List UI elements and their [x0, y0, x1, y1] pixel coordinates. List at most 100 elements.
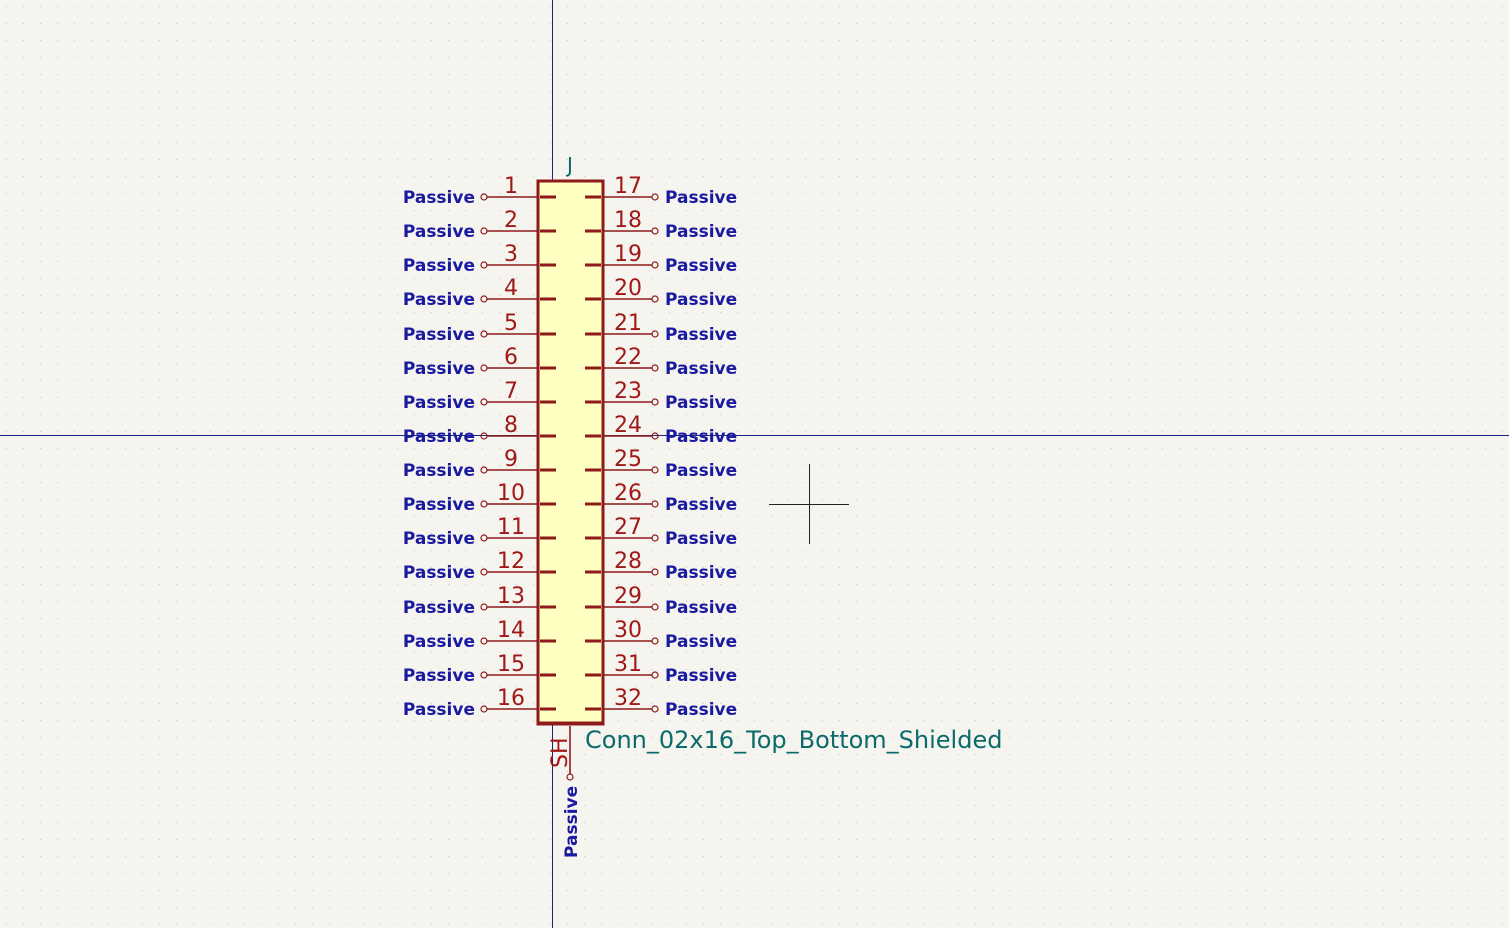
pin-22[interactable]: 22 Passive	[585, 345, 737, 379]
pin-end	[480, 432, 488, 440]
pin-11[interactable]: 11 Passive	[403, 515, 556, 549]
pin-number: 9	[504, 447, 518, 472]
pin-16[interactable]: 16 Passive	[403, 686, 556, 720]
pin-number: 6	[504, 345, 518, 370]
pin-end	[480, 705, 488, 713]
pin-end	[651, 466, 659, 474]
pin-number: 20	[614, 276, 642, 301]
shield-pin[interactable]: SH Passive	[548, 726, 582, 858]
pin-type: Passive	[665, 325, 737, 345]
pin-17[interactable]: 17 Passive	[585, 174, 737, 208]
value-label: Conn_02x16_Top_Bottom_Shielded	[585, 726, 1002, 754]
pin-14[interactable]: 14 Passive	[403, 618, 556, 652]
pin-type: Passive	[665, 563, 737, 583]
pin-type: Passive	[403, 290, 475, 310]
pin-end	[480, 603, 488, 611]
pin-number: 16	[497, 686, 525, 711]
pin-number: 32	[614, 686, 642, 711]
pin-number: 1	[504, 174, 518, 199]
pin-type: Passive	[403, 529, 475, 549]
pin-end	[480, 227, 488, 235]
pin-number: 14	[497, 618, 525, 643]
pin-19[interactable]: 19 Passive	[585, 242, 737, 276]
pin-number: 29	[614, 584, 642, 609]
pin-5[interactable]: 5 Passive	[403, 311, 556, 345]
pin-end	[480, 671, 488, 679]
pin-end	[480, 534, 488, 542]
reference-label: J	[565, 153, 573, 177]
pin-end	[651, 261, 659, 269]
pin-2[interactable]: 2 Passive	[403, 208, 556, 242]
pin-31[interactable]: 31 Passive	[585, 652, 737, 686]
pin-24[interactable]: 24 Passive	[585, 413, 737, 447]
pin-type: Passive	[665, 666, 737, 686]
pin-end	[651, 671, 659, 679]
pin-type: Passive	[403, 461, 475, 481]
pin-type: Passive	[403, 359, 475, 379]
pin-21[interactable]: 21 Passive	[585, 311, 737, 345]
pin-number: 27	[614, 515, 642, 540]
symbol-body	[536, 179, 605, 726]
pin-32[interactable]: 32 Passive	[585, 686, 737, 720]
cursor-crosshair	[769, 464, 849, 544]
pin-end	[651, 705, 659, 713]
pin-end	[651, 295, 659, 303]
pin-12[interactable]: 12 Passive	[403, 549, 556, 583]
pin-20[interactable]: 20 Passive	[585, 276, 737, 310]
pin-8[interactable]: 8 Passive	[403, 413, 556, 447]
pin-18[interactable]: 18 Passive	[585, 208, 737, 242]
pin-type: Passive	[665, 632, 737, 652]
pin-number: 4	[504, 276, 518, 301]
pin-end	[651, 568, 659, 576]
pin-type: Passive	[665, 427, 737, 447]
pin-type: Passive	[403, 495, 475, 515]
pin-type: Passive	[403, 222, 475, 242]
pin-type: Passive	[403, 325, 475, 345]
pin-type: Passive	[403, 393, 475, 413]
pin-number: 30	[614, 618, 642, 643]
pin-number: 3	[504, 242, 518, 267]
connector-symbol[interactable]: 1 Passive 2 Passive 3 Passive 4 Passive 5 Passive…	[403, 153, 1003, 858]
pin-23[interactable]: 23 Passive	[585, 379, 737, 413]
pin-end	[651, 330, 659, 338]
pin-1[interactable]: 1 Passive	[403, 174, 556, 208]
pin-type: Passive	[665, 222, 737, 242]
shield-pin-type: Passive	[562, 786, 582, 858]
left-pin-column: 1 Passive 2 Passive 3 Passive 4 Passive 5 Passive…	[403, 174, 556, 720]
pin-28[interactable]: 28 Passive	[585, 549, 737, 583]
pin-9[interactable]: 9 Passive	[403, 447, 556, 481]
pin-6[interactable]: 6 Passive	[403, 345, 556, 379]
pin-number: 31	[614, 652, 642, 677]
pin-type: Passive	[665, 495, 737, 515]
pin-27[interactable]: 27 Passive	[585, 515, 737, 549]
pin-end	[651, 398, 659, 406]
pin-type: Passive	[665, 393, 737, 413]
pin-type: Passive	[403, 188, 475, 208]
pin-end	[651, 432, 659, 440]
pin-number: 26	[614, 481, 642, 506]
pin-type: Passive	[665, 188, 737, 208]
pin-13[interactable]: 13 Passive	[403, 584, 556, 618]
pin-end	[480, 330, 488, 338]
pin-end	[651, 534, 659, 542]
pin-30[interactable]: 30 Passive	[585, 618, 737, 652]
pin-number: 18	[614, 208, 642, 233]
pin-25[interactable]: 25 Passive	[585, 447, 737, 481]
pin-type: Passive	[403, 427, 475, 447]
pin-type: Passive	[665, 598, 737, 618]
pin-7[interactable]: 7 Passive	[403, 379, 556, 413]
pin-10[interactable]: 10 Passive	[403, 481, 556, 515]
pin-26[interactable]: 26 Passive	[585, 481, 737, 515]
pin-29[interactable]: 29 Passive	[585, 584, 737, 618]
pin-end	[651, 500, 659, 508]
pin-end	[651, 364, 659, 372]
pin-end	[651, 603, 659, 611]
pin-number: 24	[614, 413, 642, 438]
pin-15[interactable]: 15 Passive	[403, 652, 556, 686]
pin-type: Passive	[403, 563, 475, 583]
pin-end	[480, 568, 488, 576]
pin-type: Passive	[403, 700, 475, 720]
pin-4[interactable]: 4 Passive	[403, 276, 556, 310]
pin-3[interactable]: 3 Passive	[403, 242, 556, 276]
